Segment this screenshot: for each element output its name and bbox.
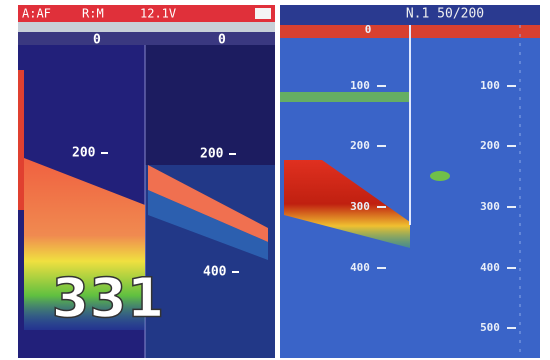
scale-label: 200 [200,147,224,162]
scale-label: 300 [350,200,370,213]
scale-label: 100 [480,79,500,92]
scale-strip [18,22,275,32]
color-bar [18,70,24,210]
header-text: N.1 50/200 [406,7,484,22]
left-screen: A:AF R:M 12.1V 0 0 200 200 400 331 [18,5,275,358]
scale-label: 400 [480,261,500,274]
scale-label: 100 [350,79,370,92]
menu-icon [255,8,271,19]
midwater-echo [280,92,410,102]
fish-echo [430,171,450,181]
scale-label: 400 [203,265,227,280]
range: R:M [82,7,104,21]
scale-label: 500 [480,321,500,334]
scale-label: 200 [480,139,500,152]
scale-label: 0 [365,23,372,36]
page: {"left_panel": {"status_bar": {"mode": "… [0,0,550,360]
scale-label: 200 [350,139,370,152]
voltage: 12.1V [140,7,176,21]
scale-label: 200 [72,146,96,161]
screens: A:AF R:M 12.1V 0 0 200 200 400 331 N.1 5… [0,0,550,360]
scale-label: 300 [480,200,500,213]
scale-strip-lower [18,32,275,45]
right-screen: N.1 50/200 0 100 200 300 400 100 200 300… [280,5,540,358]
mode: A:AF [22,7,51,21]
depth-readout: 331 [52,267,165,330]
scale-label: 0 [218,33,226,48]
scale-label: 0 [93,33,101,48]
scale-label: 400 [350,261,370,274]
